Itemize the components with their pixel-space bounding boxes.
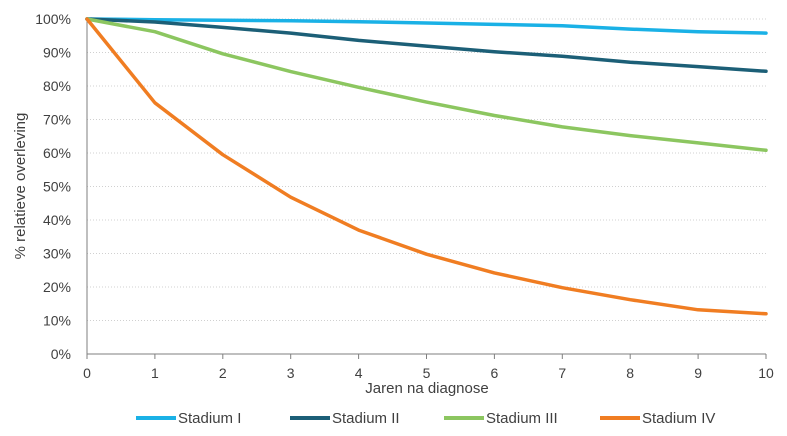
x-tick-label: 3 — [287, 365, 295, 381]
legend-item: Stadium II — [290, 410, 400, 427]
legend-label: Stadium IV — [642, 410, 715, 427]
legend-item: Stadium III — [444, 410, 558, 427]
y-tick-label: 60% — [43, 145, 71, 161]
series-line-3 — [85, 17, 768, 153]
x-axis-title: Jaren na diagnose — [365, 380, 488, 397]
y-axis-title: % relatieve overleving — [12, 113, 29, 260]
y-tick-label: 10% — [43, 313, 71, 329]
tick-labels: 0% 10% 20% 30% 40% 50% 60% 70% 80% 90% 100% 0 1 2 3 4 5 6… — [35, 11, 774, 381]
x-tick-label: 0 — [83, 365, 91, 381]
y-tick-label: 20% — [43, 279, 71, 295]
y-tick-label: 70% — [43, 112, 71, 128]
legend-item: Stadium IV — [600, 410, 715, 427]
x-tick-label: 10 — [758, 365, 774, 381]
x-tick-label: 6 — [491, 365, 499, 381]
series-line-4 — [85, 17, 768, 316]
axes — [86, 19, 767, 359]
legend-item: Stadium I — [136, 410, 241, 427]
x-tick-label: 9 — [694, 365, 702, 381]
x-tick-label: 7 — [558, 365, 566, 381]
x-tick-label: 5 — [423, 365, 431, 381]
y-tick-label: 90% — [43, 45, 71, 61]
legend-label: Stadium II — [332, 410, 400, 427]
y-tick-label: 100% — [35, 11, 71, 27]
x-tick-label: 4 — [355, 365, 363, 381]
y-tick-label: 0% — [51, 346, 71, 362]
x-tick-label: 1 — [151, 365, 159, 381]
series-line-2 — [85, 17, 768, 74]
x-tick-label: 8 — [626, 365, 634, 381]
y-tick-label: 30% — [43, 246, 71, 262]
y-tick-label: 50% — [43, 179, 71, 195]
legend-label: Stadium I — [178, 410, 241, 427]
legend: Stadium I Stadium II Stadium III Stadium IV — [136, 410, 715, 427]
series-line-1 — [85, 17, 768, 35]
legend-label: Stadium III — [486, 410, 558, 427]
y-tick-label: 40% — [43, 212, 71, 228]
x-tick-label: 2 — [219, 365, 227, 381]
series-lines — [85, 17, 768, 316]
y-tick-label: 80% — [43, 78, 71, 94]
